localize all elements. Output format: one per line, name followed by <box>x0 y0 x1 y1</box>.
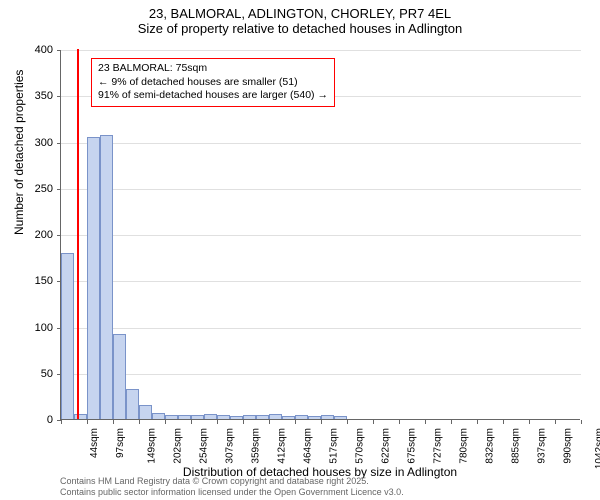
ytick-mark <box>57 189 61 190</box>
xtick-mark <box>451 420 452 424</box>
ytick-label: 0 <box>23 414 53 426</box>
histogram-bar <box>321 415 334 419</box>
ytick-mark <box>57 50 61 51</box>
xtick-label: 97sqm <box>115 428 126 458</box>
xtick-mark <box>503 420 504 424</box>
histogram-bar <box>126 389 139 419</box>
xtick-label: 149sqm <box>147 428 158 464</box>
xtick-label: 622sqm <box>381 428 392 464</box>
histogram-bar <box>191 415 204 419</box>
chart-title-block: 23, BALMORAL, ADLINGTON, CHORLEY, PR7 4E… <box>0 0 600 36</box>
xtick-label: 675sqm <box>407 428 418 464</box>
xtick-mark <box>581 420 582 424</box>
gridline <box>61 189 581 190</box>
annotation-line-3: 91% of semi-detached houses are larger (… <box>98 89 328 103</box>
ytick-mark <box>57 143 61 144</box>
histogram-bar <box>61 253 74 420</box>
histogram-bar <box>243 415 256 419</box>
xtick-mark <box>243 420 244 424</box>
histogram-bar <box>256 415 269 419</box>
xtick-label: 1042sqm <box>594 428 600 469</box>
xtick-label: 780sqm <box>459 428 470 464</box>
xtick-mark <box>425 420 426 424</box>
footer-line-2: Contains public sector information licen… <box>60 487 404 498</box>
xtick-mark <box>347 420 348 424</box>
xtick-mark <box>295 420 296 424</box>
histogram-bar <box>217 415 230 419</box>
histogram-bar <box>334 416 347 419</box>
histogram-bar <box>74 414 87 419</box>
xtick-label: 254sqm <box>199 428 210 464</box>
plot-region: 05010015020025030035040044sqm97sqm149sqm… <box>60 50 580 420</box>
xtick-label: 517sqm <box>329 428 340 464</box>
xtick-mark <box>399 420 400 424</box>
ytick-label: 50 <box>23 368 53 380</box>
xtick-label: 570sqm <box>355 428 366 464</box>
xtick-mark <box>321 420 322 424</box>
title-line-1: 23, BALMORAL, ADLINGTON, CHORLEY, PR7 4E… <box>0 6 600 21</box>
chart-area: 05010015020025030035040044sqm97sqm149sqm… <box>60 50 580 420</box>
xtick-mark <box>113 420 114 424</box>
annotation-line-2: ← 9% of detached houses are smaller (51) <box>98 76 328 90</box>
gridline <box>61 328 581 329</box>
ytick-label: 100 <box>23 322 53 334</box>
ytick-label: 250 <box>23 183 53 195</box>
title-line-2: Size of property relative to detached ho… <box>0 21 600 36</box>
histogram-bar <box>139 405 152 419</box>
annotation-box: 23 BALMORAL: 75sqm ← 9% of detached hous… <box>91 58 335 107</box>
gridline <box>61 50 581 51</box>
xtick-label: 412sqm <box>277 428 288 464</box>
histogram-bar <box>100 135 113 419</box>
xtick-label: 202sqm <box>173 428 184 464</box>
xtick-label: 832sqm <box>485 428 496 464</box>
histogram-bar <box>269 414 282 419</box>
xtick-mark <box>87 420 88 424</box>
xtick-label: 307sqm <box>225 428 236 464</box>
xtick-mark <box>269 420 270 424</box>
gridline <box>61 374 581 375</box>
ytick-mark <box>57 96 61 97</box>
histogram-bar <box>178 415 191 419</box>
histogram-bar <box>152 413 165 419</box>
ytick-label: 150 <box>23 275 53 287</box>
histogram-bar <box>113 334 126 419</box>
xtick-mark <box>373 420 374 424</box>
histogram-bar <box>230 416 243 419</box>
xtick-mark <box>529 420 530 424</box>
property-marker-line <box>77 49 79 419</box>
ytick-label: 350 <box>23 90 53 102</box>
xtick-label: 44sqm <box>89 428 100 458</box>
xtick-label: 727sqm <box>433 428 444 464</box>
histogram-bar <box>308 416 321 419</box>
xtick-mark <box>191 420 192 424</box>
xtick-label: 885sqm <box>511 428 522 464</box>
histogram-bar <box>204 414 217 419</box>
footer-attribution: Contains HM Land Registry data © Crown c… <box>60 476 404 498</box>
gridline <box>61 235 581 236</box>
xtick-mark <box>217 420 218 424</box>
xtick-mark <box>555 420 556 424</box>
gridline <box>61 281 581 282</box>
ytick-label: 400 <box>23 44 53 56</box>
annotation-line-1: 23 BALMORAL: 75sqm <box>98 62 328 76</box>
footer-line-1: Contains HM Land Registry data © Crown c… <box>60 476 404 487</box>
xtick-label: 359sqm <box>251 428 262 464</box>
xtick-mark <box>139 420 140 424</box>
histogram-bar <box>295 415 308 419</box>
ytick-label: 200 <box>23 229 53 241</box>
ytick-mark <box>57 235 61 236</box>
xtick-label: 990sqm <box>563 428 574 464</box>
ytick-label: 300 <box>23 137 53 149</box>
xtick-mark <box>477 420 478 424</box>
gridline <box>61 143 581 144</box>
histogram-bar <box>282 416 295 419</box>
xtick-mark <box>165 420 166 424</box>
xtick-mark <box>61 420 62 424</box>
histogram-bar <box>165 415 178 419</box>
xtick-label: 937sqm <box>537 428 548 464</box>
histogram-bar <box>87 137 100 419</box>
xtick-label: 464sqm <box>303 428 314 464</box>
